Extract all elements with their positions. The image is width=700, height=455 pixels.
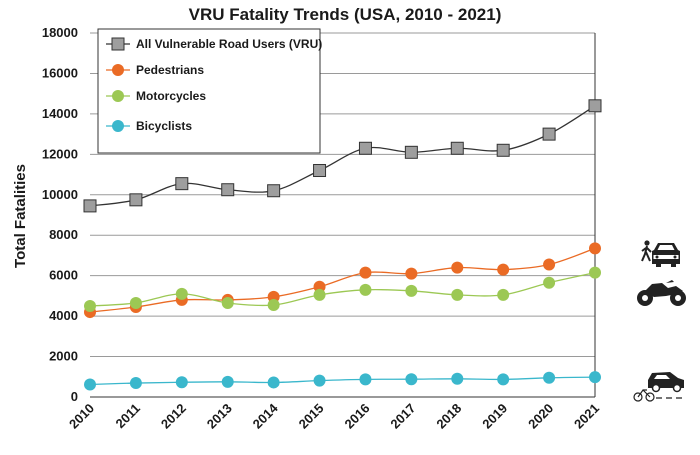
y-tick-label: 6000 [49,268,78,283]
x-axis-ticks: 2010 2011 2012 2013 2014 2015 2016 2017 2018 2019… [66,400,602,432]
gridlines [90,32,596,398]
legend-marker [111,37,125,51]
data-point [589,371,601,384]
data-point [589,242,601,255]
data-point [451,288,464,301]
data-point [497,373,510,386]
y-tick-label: 8000 [49,227,78,242]
series-line [89,376,596,386]
legend-marker [112,120,124,132]
y-tick-label: 14000 [42,106,78,121]
legend-item: Bicyclists [106,119,192,133]
data-point [267,298,280,311]
legend-label: Motorcycles [136,89,206,103]
data-point [451,261,464,274]
legend-label: All Vulnerable Road Users (VRU) [136,37,322,51]
data-point [221,183,235,197]
x-tick-label: 2013 [204,401,235,432]
data-point [451,372,464,385]
data-point [542,127,556,141]
data-point [358,141,372,155]
x-tick-label: 2018 [433,401,464,432]
data-point [359,283,372,296]
data-point [497,263,510,276]
legend-item: All Vulnerable Road Users (VRU) [106,37,322,51]
data-point [84,300,96,312]
series-line [89,247,596,313]
data-point [313,288,326,301]
bicycle-car-icon [633,372,684,402]
y-axis-ticks: 0 2000 4000 6000 8000 10000 12000 14000 16000 180… [42,25,78,404]
legend-item: Motorcycles [106,89,206,103]
y-axis-label: Total Fatalities [12,164,29,268]
y-tick-label: 18000 [42,25,78,40]
series-line [89,271,596,307]
x-tick-label: 2016 [342,401,373,432]
motorcycle-icon [637,280,686,306]
data-point [175,376,188,389]
data-point [404,145,418,159]
data-point [405,373,418,386]
data-point [313,374,326,387]
data-point [359,373,372,386]
data-point [313,164,327,178]
y-tick-label: 10000 [42,187,78,202]
data-point [589,266,601,279]
x-tick-label: 2020 [525,401,556,432]
data-point [543,276,556,289]
series-0 [83,99,602,213]
data-point [497,288,510,301]
legend-item: Pedestrians [106,63,204,77]
data-point [543,258,556,271]
chart-title: VRU Fatality Trends (USA, 2010 - 2021) [189,5,502,24]
data-point [267,376,280,389]
legend-marker [112,90,124,102]
data-point [129,296,142,309]
y-tick-label: 2000 [49,349,78,364]
y-tick-label: 0 [71,389,78,404]
series-1 [84,242,601,319]
x-tick-label: 2011 [112,401,143,432]
data-point [221,296,234,309]
y-tick-label: 12000 [42,146,78,161]
data-point [129,377,142,390]
series-3 [84,371,601,391]
series-2 [84,266,601,312]
x-tick-label: 2015 [296,401,327,432]
series-group [83,99,602,391]
data-point [175,287,188,300]
y-tick-label: 4000 [49,308,78,323]
pedestrian-car-icon [641,240,680,267]
legend-box [97,28,321,154]
legend: All Vulnerable Road Users (VRU) Pedestria… [97,28,322,154]
x-tick-label: 2017 [387,401,418,432]
y-tick-label: 16000 [42,65,78,80]
data-point [359,266,372,279]
data-point [83,199,97,213]
legend-label: Bicyclists [136,119,192,133]
data-point [267,184,281,198]
x-tick-label: 2012 [158,401,189,432]
data-point [543,371,556,384]
data-point [588,99,602,113]
x-tick-label: 2021 [571,401,602,432]
x-tick-label: 2014 [250,400,282,432]
data-point [405,284,418,297]
data-point [84,378,96,391]
data-point [450,141,464,155]
x-tick-label: 2019 [479,401,510,432]
legend-label: Pedestrians [136,63,204,77]
data-point [496,143,510,157]
data-point [129,193,143,207]
data-point [221,375,234,388]
data-point [175,177,189,191]
x-tick-label: 2010 [66,401,97,432]
legend-marker [112,64,124,76]
data-point [405,267,418,280]
